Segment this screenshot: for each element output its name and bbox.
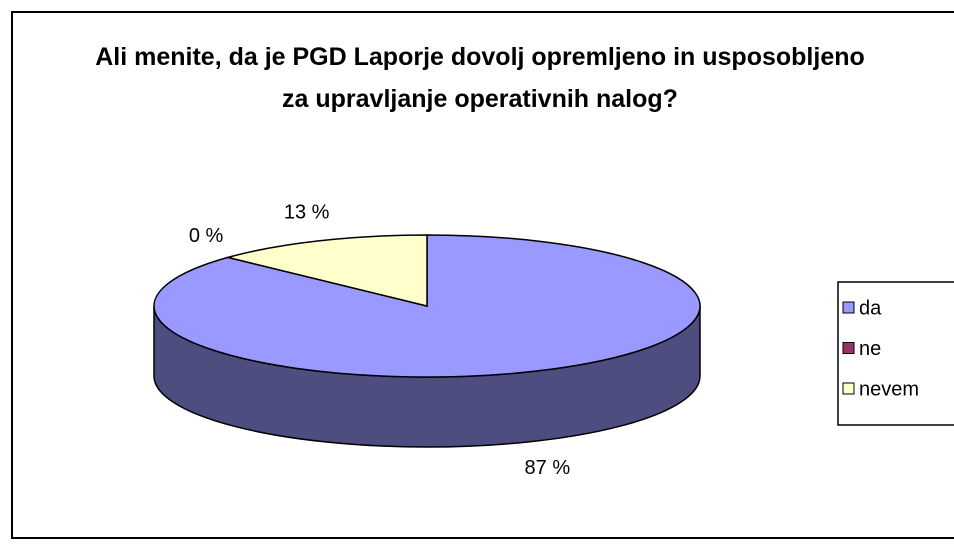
legend-label: da <box>859 297 882 319</box>
legend-label: nevem <box>859 378 919 400</box>
legend-swatch <box>842 382 855 395</box>
chart-title: Ali menite, da je PGD Laporje dovolj opr… <box>95 43 865 113</box>
data-label: 87 % <box>525 457 571 479</box>
legend-label: ne <box>859 338 881 360</box>
data-label: 13 % <box>284 202 330 224</box>
slice <box>153 234 701 378</box>
slice <box>225 234 428 307</box>
data-label: 0 % <box>189 225 224 247</box>
legend-swatch <box>842 301 855 314</box>
legend-box <box>837 281 954 426</box>
legend-swatch <box>842 342 855 354</box>
